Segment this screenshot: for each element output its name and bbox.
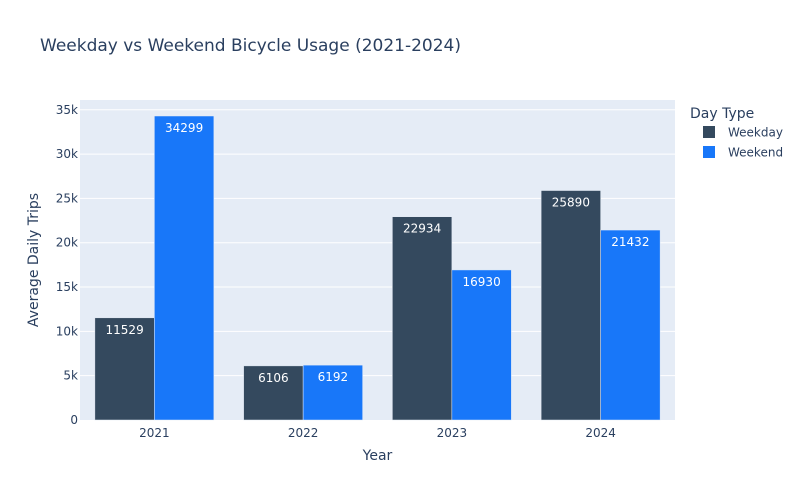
bar-weekend-2021[interactable] xyxy=(154,115,215,421)
bar-weekday-2024[interactable] xyxy=(540,190,601,421)
x-tick-label: 2024 xyxy=(585,426,616,440)
x-tick-label: 2023 xyxy=(437,426,468,440)
bar-value-label: 11529 xyxy=(106,323,144,337)
chart-title: Weekday vs Weekend Bicycle Usage (2021-2… xyxy=(40,36,461,56)
y-axis-title: Average Daily Trips xyxy=(26,193,42,327)
legend-item-weekend[interactable]: Weekend xyxy=(703,146,783,160)
x-tick-label: 2021 xyxy=(139,426,170,440)
legend-title: Day Type xyxy=(690,106,754,122)
bar-value-label: 16930 xyxy=(463,275,501,289)
x-axis-ticks: 2021 2022 2023 2024 xyxy=(139,426,616,440)
legend-label: Weekend xyxy=(728,146,783,160)
y-tick-label: 10k xyxy=(56,324,78,338)
bar-value-label: 34299 xyxy=(165,121,203,135)
bar-value-label: 25890 xyxy=(552,196,590,210)
y-tick-label: 35k xyxy=(56,103,78,117)
legend[interactable]: Day Type Weekday Weekend xyxy=(690,106,783,160)
bar-weekend-2023[interactable] xyxy=(451,269,512,421)
bar-weekend-2024[interactable] xyxy=(600,229,661,421)
bar-value-label: 21432 xyxy=(611,235,649,249)
y-tick-label: 15k xyxy=(56,280,78,294)
y-tick-label: 20k xyxy=(56,236,78,250)
bar-value-label: 22934 xyxy=(403,222,441,236)
bars xyxy=(94,115,661,421)
bar-value-label: 6106 xyxy=(258,371,289,385)
data-labels: 11529 34299 6106 6192 22934 16930 25890 21432 xyxy=(106,121,650,385)
bar-value-label: 6192 xyxy=(318,370,349,384)
y-tick-label: 25k xyxy=(56,191,78,205)
legend-swatch xyxy=(703,126,715,138)
y-tick-label: 5k xyxy=(63,369,78,383)
y-tick-label: 30k xyxy=(56,147,78,161)
bar-weekend-2022[interactable] xyxy=(302,364,363,421)
x-axis-title: Year xyxy=(362,448,393,464)
legend-swatch xyxy=(703,146,715,158)
legend-item-weekday[interactable]: Weekday xyxy=(703,126,783,140)
y-tick-label: 0 xyxy=(70,413,78,427)
y-axis-ticks: 0 5k 10k 15k 20k 25k 30k 35k xyxy=(56,103,78,427)
bar-weekday-2021[interactable] xyxy=(94,317,155,421)
legend-label: Weekday xyxy=(728,126,783,140)
x-tick-label: 2022 xyxy=(288,426,319,440)
bar-weekday-2023[interactable] xyxy=(392,216,453,421)
bar-weekday-2022[interactable] xyxy=(243,365,304,421)
